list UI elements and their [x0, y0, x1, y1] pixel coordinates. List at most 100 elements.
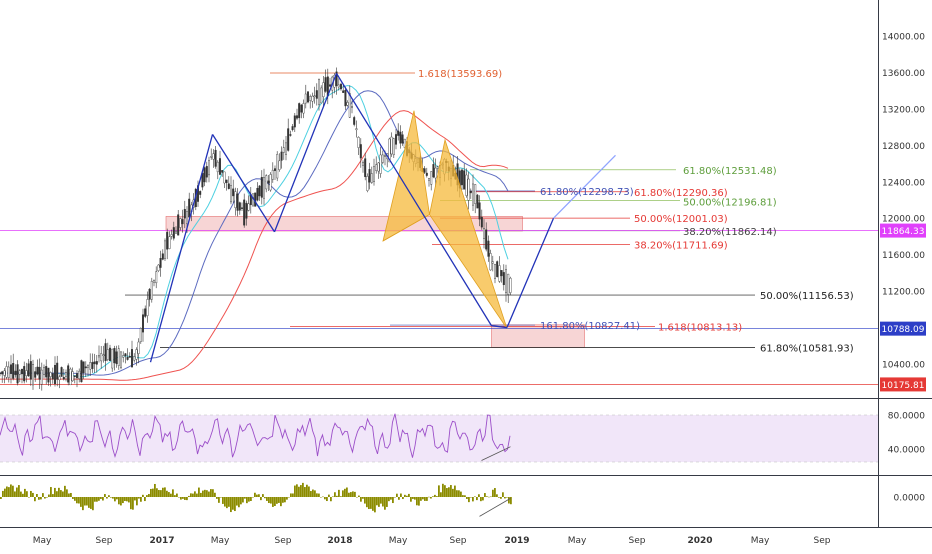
oscillator-bar: [496, 494, 498, 497]
candle-body: [97, 355, 100, 358]
candle-body: [474, 184, 477, 204]
oscillator-bar: [44, 497, 46, 499]
oscillator-bar: [372, 497, 374, 511]
price-axis-tick-5: 12000.00: [882, 215, 925, 225]
candle-body: [293, 115, 296, 128]
oscillator-bar: [82, 497, 84, 511]
candle-body: [227, 183, 230, 189]
candle-body: [430, 171, 433, 185]
oscillator-bar: [468, 497, 470, 503]
oscillator-bar: [384, 497, 386, 510]
oscillator-bar: [506, 497, 508, 498]
candle-body: [23, 366, 26, 382]
oscillator-bar: [90, 497, 92, 509]
chart-layer: 1.618(13593.69) 61.80%(12531.48) 61.80%(12…: [0, 32, 926, 546]
candle-body: [401, 134, 404, 144]
oscillator-bar: [316, 493, 318, 497]
oscillator-bar: [178, 497, 180, 498]
candle-body: [73, 375, 76, 377]
oscillator-bar: [110, 497, 112, 498]
oscillator-bar: [322, 496, 324, 498]
candle-body: [119, 351, 122, 368]
candle-body: [106, 349, 109, 360]
candle-body: [172, 227, 175, 239]
candle-body: [388, 138, 391, 163]
candle-body: [5, 366, 8, 378]
ma-slow-line: [0, 110, 509, 381]
oscillator-bar: [126, 497, 128, 502]
candle-body: [236, 193, 239, 211]
oscillator-bar: [360, 497, 362, 502]
current-price-badge-1: [880, 321, 926, 336]
candle-body: [207, 160, 210, 176]
oscillator-bar: [474, 496, 476, 497]
oscillator-bar: [152, 488, 154, 497]
oscillator-bar: [270, 497, 272, 504]
candle-body: [307, 91, 310, 103]
fib-label-6: 38.20%(11862.14): [683, 227, 777, 238]
oscillator-bar: [312, 489, 314, 497]
oscillator-bar: [184, 497, 186, 500]
oscillator-bar: [308, 486, 310, 497]
candle-body: [465, 174, 468, 196]
rsi-band: [0, 415, 878, 462]
oscillator-bar: [310, 491, 312, 497]
candle-body: [260, 177, 263, 198]
candle-body: [115, 351, 118, 365]
oscillator-bar: [256, 494, 258, 497]
candle-body: [216, 161, 219, 173]
candle-body: [126, 357, 129, 360]
candle-body: [25, 370, 28, 376]
candle-body: [155, 271, 158, 284]
candle-body: [69, 368, 72, 386]
oscillator-bar: [6, 486, 8, 497]
candle-body: [12, 363, 15, 379]
oscillator-bar: [416, 497, 418, 506]
oscillator-bar: [208, 491, 210, 497]
oscillator-bar: [36, 493, 38, 497]
candle-body: [161, 253, 164, 260]
candle-body: [1, 371, 4, 375]
candle-body: [256, 187, 259, 201]
candle-body: [342, 90, 345, 93]
oscillator-bar: [500, 497, 502, 499]
oscillator-bar: [314, 490, 316, 497]
candle-body: [49, 372, 52, 377]
candle-body: [243, 199, 246, 226]
candle-body: [489, 253, 492, 271]
oscillator-bar: [128, 497, 130, 503]
candle-body: [278, 160, 281, 170]
oscillator-bar: [46, 497, 48, 498]
candle-body: [478, 202, 481, 220]
oscillator-bar: [170, 493, 172, 497]
oscillator-bar: [348, 492, 350, 497]
candle-body: [344, 89, 347, 107]
oscillator-bar: [140, 497, 142, 502]
oscillator-bar: [282, 497, 284, 503]
candle-body: [7, 366, 10, 378]
price-axis-tick-0: 14000.00: [882, 33, 925, 43]
candle-body: [428, 178, 431, 181]
candle-body: [315, 90, 318, 99]
candle-body: [384, 155, 387, 157]
zigzag-segment-6: [506, 217, 555, 328]
oscillator-bar: [72, 497, 74, 499]
candle-body: [89, 362, 92, 370]
candle-body: [86, 365, 89, 368]
oscillator-bar: [342, 490, 344, 497]
price-axis-tick-6: 11600.00: [882, 251, 925, 261]
candle-body: [476, 194, 479, 209]
time-axis-label-9: May: [568, 536, 587, 546]
candle-body: [124, 353, 127, 357]
oscillator-bar: [212, 489, 214, 497]
oscillator-bar: [338, 489, 340, 497]
oscillator-bar: [492, 489, 494, 497]
candle-body: [463, 170, 466, 190]
candle-body: [67, 365, 70, 383]
time-axis-label-8: 2019: [504, 536, 529, 546]
oscillator-bar: [482, 497, 484, 501]
price-axis-tick-9: 10400.00: [882, 361, 925, 371]
candle-body: [423, 168, 426, 173]
